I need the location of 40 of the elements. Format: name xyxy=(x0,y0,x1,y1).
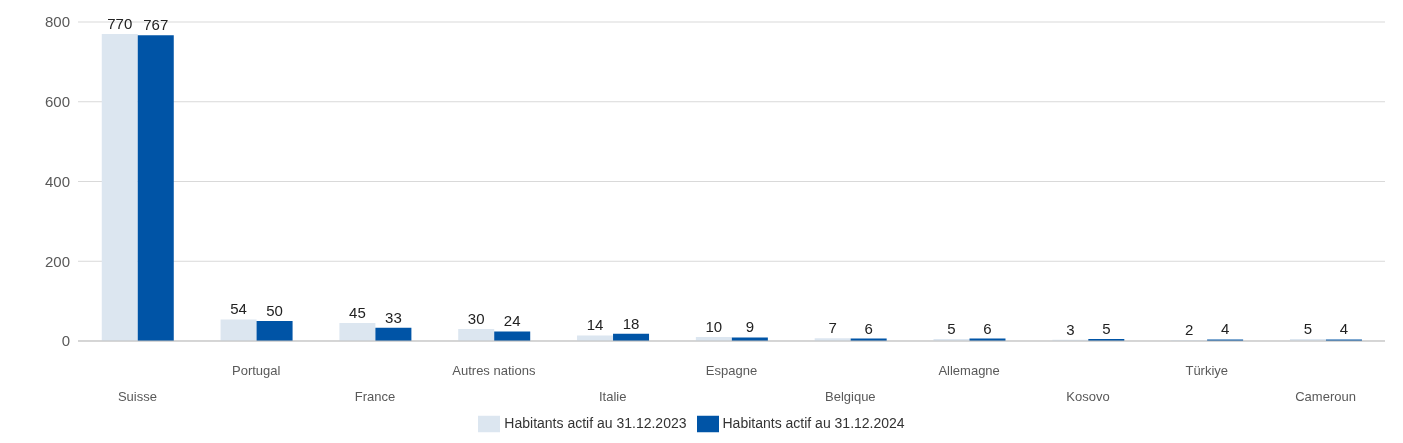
data-label: 5 xyxy=(947,320,956,338)
x-tick-label: Belgique xyxy=(825,389,876,404)
data-label: 54 xyxy=(230,300,247,318)
legend-label: Habitants actif au 31.12.2024 xyxy=(722,414,905,431)
legend-label: Habitants actif au 31.12.2023 xyxy=(504,414,687,431)
x-tick-label: Italie xyxy=(598,389,627,404)
data-label: 4 xyxy=(1339,320,1349,338)
y-tick-label: 800 xyxy=(44,13,70,31)
data-label: 5 xyxy=(1102,320,1111,338)
data-label: 4 xyxy=(1220,320,1230,338)
data-label: 6 xyxy=(864,319,873,337)
x-tick-label: Kosovo xyxy=(1066,389,1110,404)
data-label: 45 xyxy=(349,304,366,322)
x-tick-label: Espagne xyxy=(705,363,758,378)
data-label: 2 xyxy=(1184,321,1194,339)
data-label: 50 xyxy=(266,302,283,320)
data-label: 10 xyxy=(705,318,723,336)
x-tick-label: Cameroun xyxy=(1295,389,1356,404)
data-label: 6 xyxy=(983,319,992,337)
y-tick-label: 200 xyxy=(44,252,70,270)
y-tick-label: 600 xyxy=(44,93,70,111)
x-tick-label: Türkiye xyxy=(1185,363,1229,378)
data-label: 767 xyxy=(143,16,169,34)
data-label: 770 xyxy=(107,14,133,32)
data-label: 9 xyxy=(745,318,755,336)
x-tick-label: Suisse xyxy=(117,389,157,404)
y-tick-label: 400 xyxy=(44,172,70,190)
x-tick-label: Autres nations xyxy=(452,363,536,378)
data-label: 24 xyxy=(503,312,521,330)
data-label: 14 xyxy=(586,316,604,334)
x-tick-label: France xyxy=(354,389,396,404)
y-tick-label: 0 xyxy=(61,332,70,350)
data-label: 7 xyxy=(828,319,837,337)
data-label: 33 xyxy=(385,308,402,326)
data-label: 3 xyxy=(1066,320,1075,338)
x-tick-label: Allemagne xyxy=(938,363,1000,378)
data-label: 5 xyxy=(1303,320,1313,338)
data-label: 30 xyxy=(467,310,485,328)
x-tick-label: Portugal xyxy=(232,363,281,378)
data-label: 18 xyxy=(622,314,640,332)
